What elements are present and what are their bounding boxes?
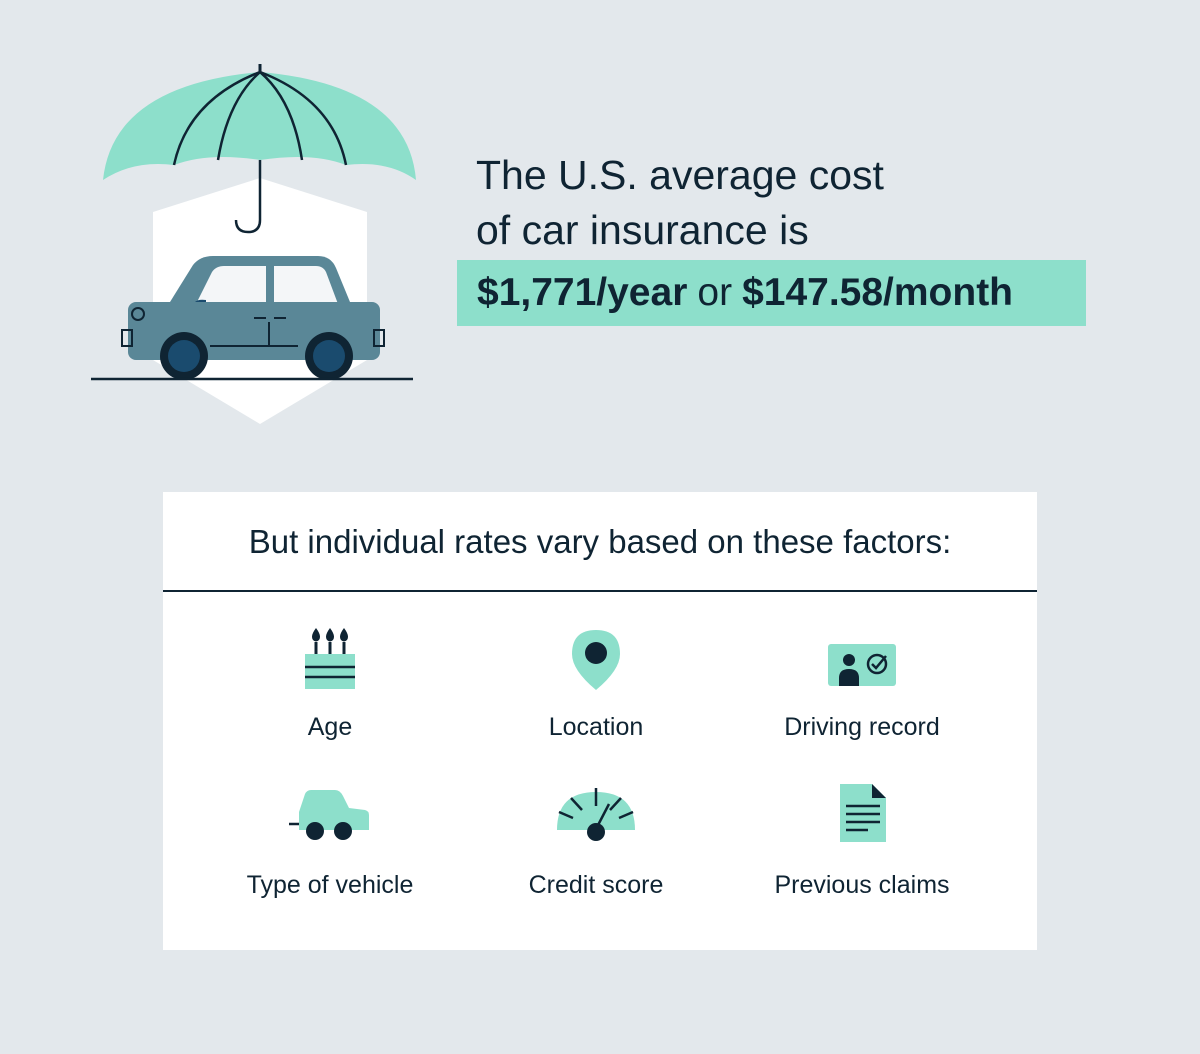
factors-title: But individual rates vary based on these… xyxy=(248,523,952,560)
headline: The U.S. average cost of car insurance i… xyxy=(476,148,884,258)
yearly-cost: $1,771/year xyxy=(477,271,688,314)
factor-age: Age xyxy=(197,624,463,742)
factor-label-previous-claims: Previous claims xyxy=(774,871,950,899)
gauge-icon xyxy=(557,788,635,841)
umbrella-icon xyxy=(103,64,416,234)
factor-label-age: Age xyxy=(307,713,353,741)
car-icon xyxy=(121,256,385,380)
car-insurance-illustration xyxy=(91,64,416,424)
factor-location: Location xyxy=(463,624,729,742)
factor-label-type-of-vehicle: Type of vehicle xyxy=(246,871,414,899)
birthday-cake-icon xyxy=(305,628,355,689)
factor-label-driving-record: Driving record xyxy=(784,713,940,741)
divider xyxy=(163,590,1037,592)
car-icon xyxy=(289,790,369,840)
factor-credit-score: Credit score xyxy=(463,782,729,900)
factor-previous-claims: Previous claims xyxy=(729,782,995,900)
factor-label-credit-score: Credit score xyxy=(528,871,664,899)
factor-driving-record: Driving record xyxy=(729,624,995,742)
location-pin-icon xyxy=(572,630,620,690)
headline-line-1: The U.S. average cost xyxy=(476,152,884,198)
cost-connector: or xyxy=(697,271,733,314)
factors-card: But individual rates vary based on these… xyxy=(163,492,1037,950)
document-icon xyxy=(840,784,886,842)
factor-type-of-vehicle: Type of vehicle xyxy=(197,782,463,900)
cost-highlight: $1,771/year or $147.58/month xyxy=(457,260,1086,326)
factor-label-location: Location xyxy=(548,713,644,741)
monthly-cost: $147.58/month xyxy=(742,271,1014,314)
headline-line-2: of car insurance is xyxy=(476,207,809,253)
driver-license-icon xyxy=(828,644,896,686)
